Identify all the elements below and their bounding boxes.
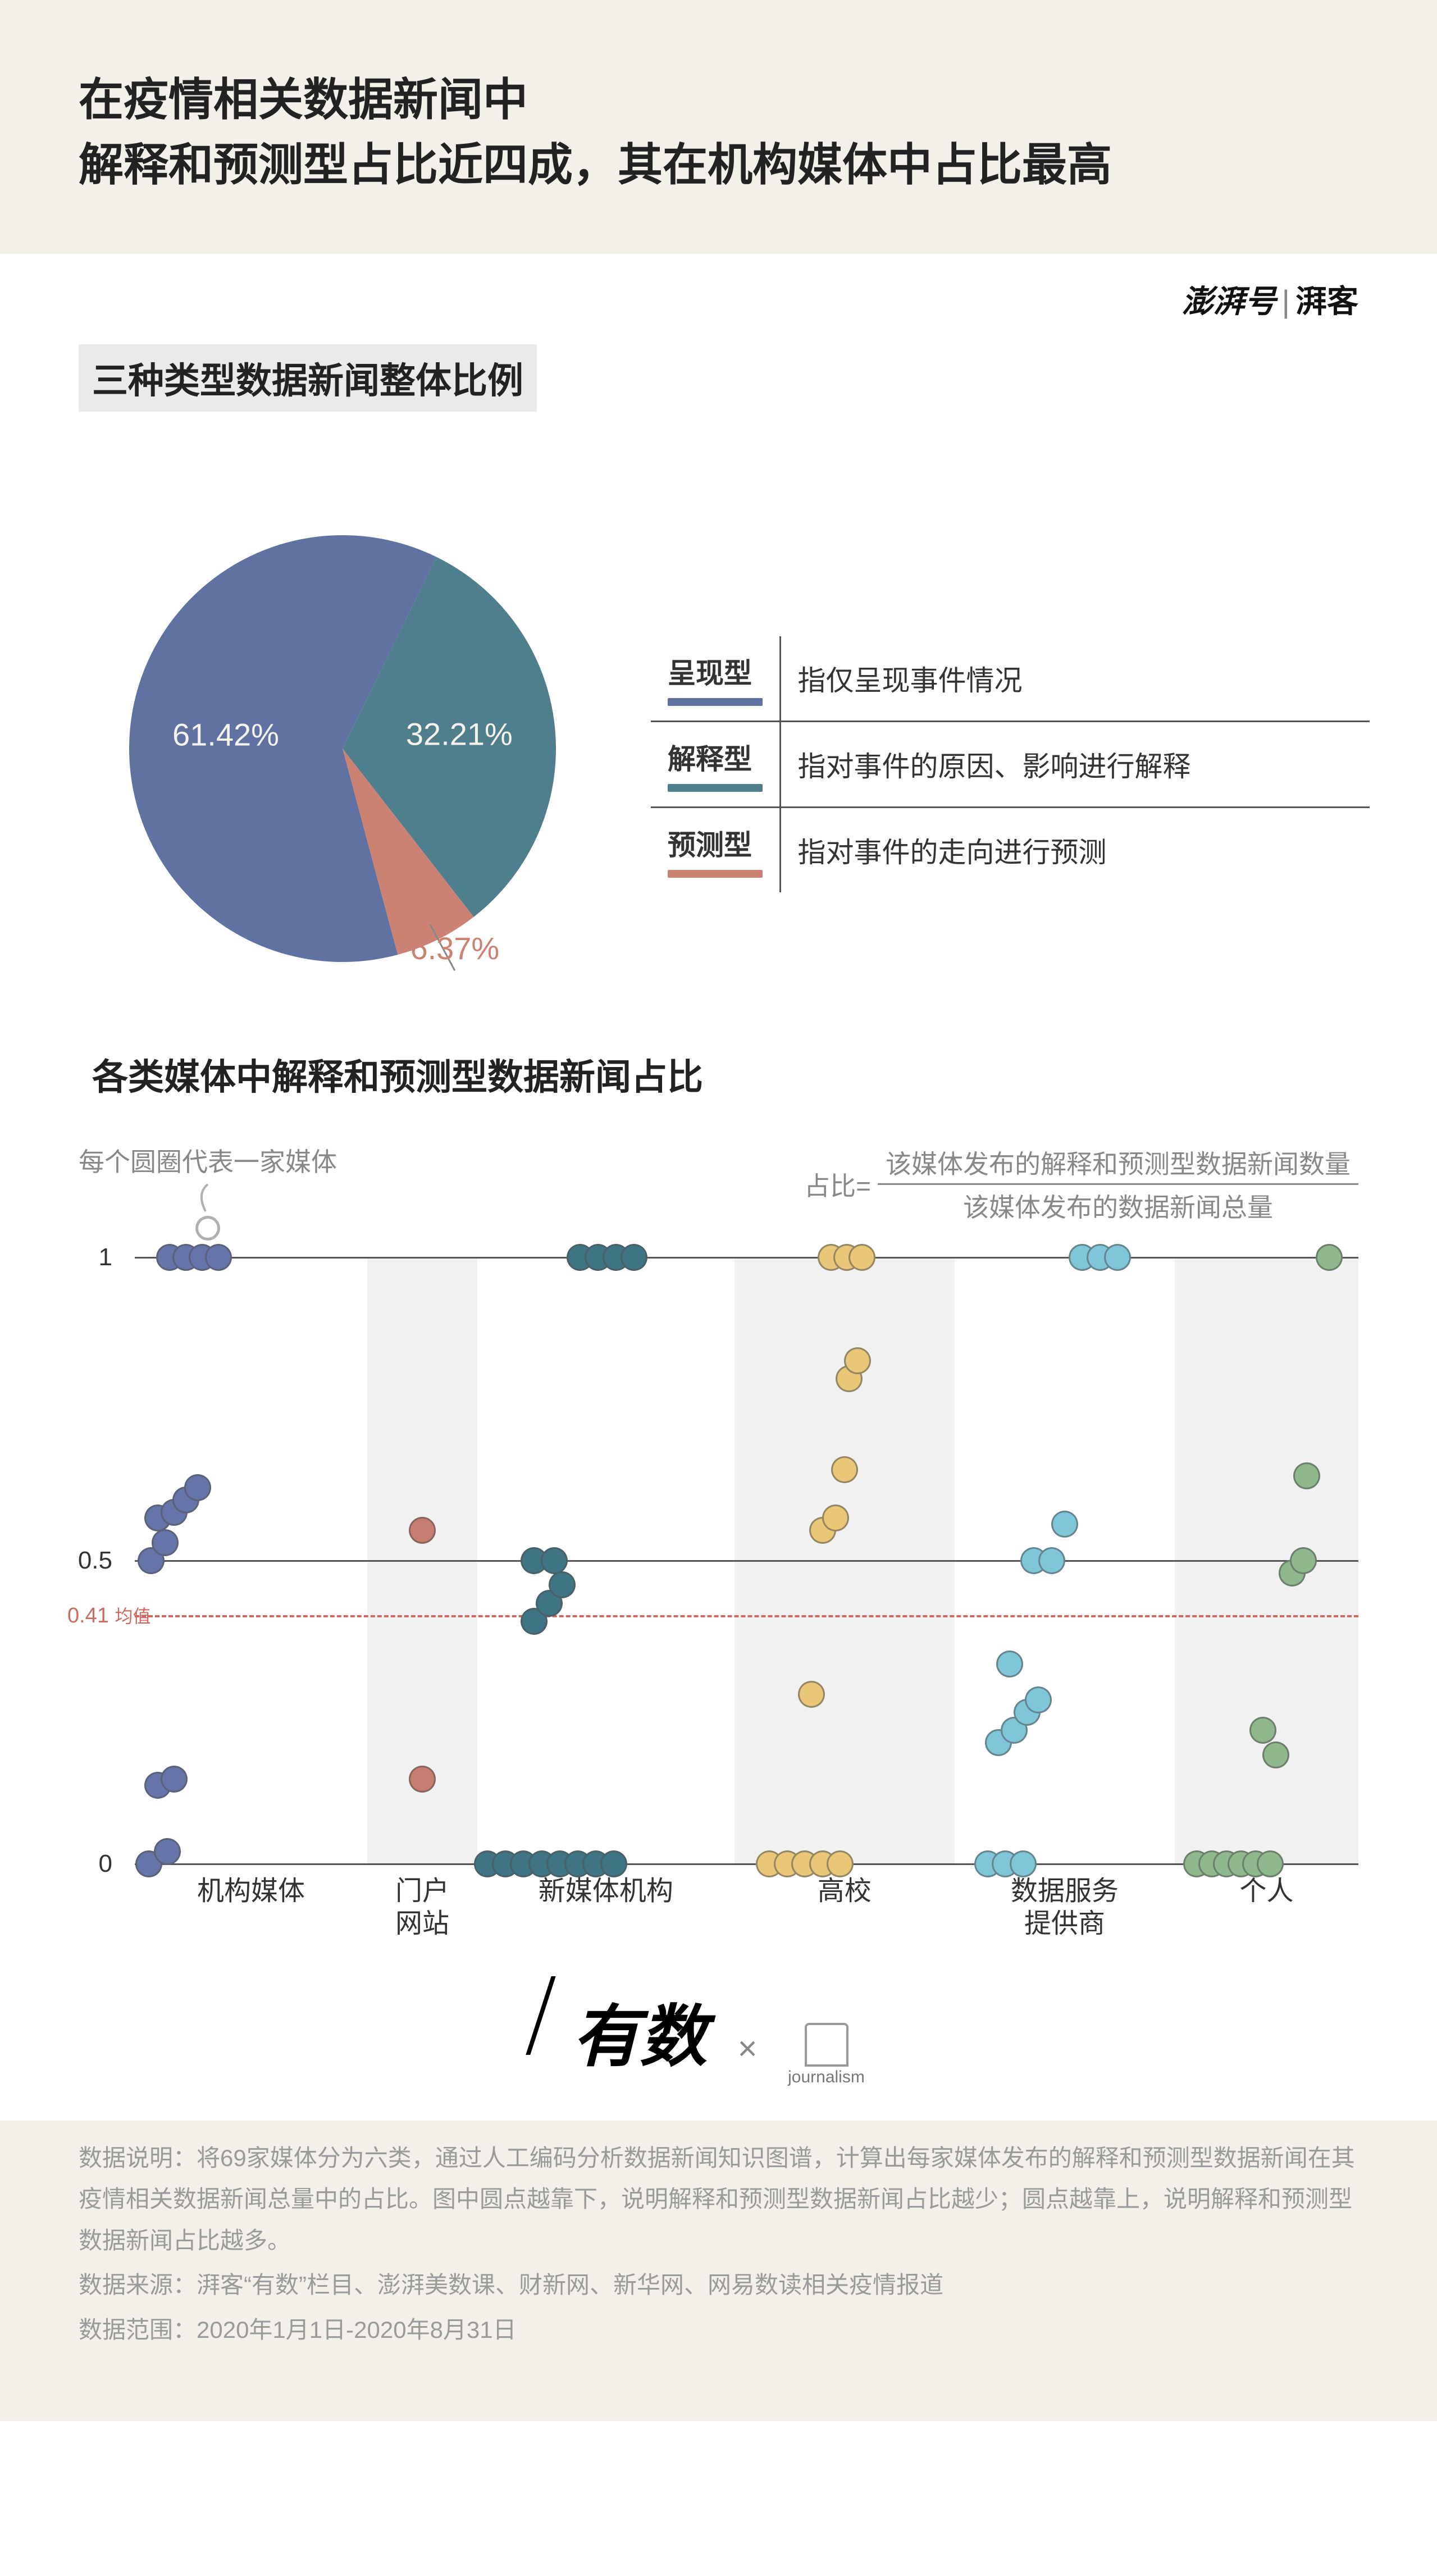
logo-separator: × <box>710 2030 786 2067</box>
title-line-2: 解释和预测型占比近四成，其在机构媒体中占比最高 <box>79 140 1112 190</box>
brand-secondary: 湃客 <box>1295 284 1358 319</box>
y-tick: 0.5 <box>78 1547 112 1575</box>
legend-desc: 指对事件的原因、影响进行解释 <box>780 722 1370 808</box>
legend-name: 呈现型 <box>651 636 780 722</box>
brand-bar: 澎湃号|湃客 <box>0 254 1437 333</box>
x-label: 高校 <box>818 1875 872 1908</box>
mean-line <box>135 1615 1358 1617</box>
scatter-plot: 00.51 0.41 均值 机构媒体门户 网站新媒体机构高校数据服务 提供商个人 <box>79 1257 1358 1931</box>
data-point <box>798 1681 825 1708</box>
y-tick: 0 <box>99 1850 112 1878</box>
data-point <box>1104 1244 1131 1271</box>
footer-note: 数据来源：湃客“有数”栏目、澎湃美数课、财新网、新华网、网易数读相关疫情报道 <box>79 2264 1358 2306</box>
footer-note: 数据说明：将69家媒体分为六类，通过人工编码分析数据新闻知识图谱，计算出每家媒体… <box>79 2137 1358 2262</box>
data-point <box>161 1766 188 1793</box>
data-point <box>1290 1547 1317 1574</box>
pie-chart-area: 61.42% 32.21% 6.37% 呈现型指仅呈现事件情况解释型指对事件的原因、… <box>0 434 1437 1029</box>
gridline <box>135 1863 1358 1865</box>
legend-name: 预测型 <box>651 808 780 893</box>
plot-region: 0.41 均值 <box>135 1257 1358 1864</box>
data-point <box>1293 1462 1320 1489</box>
annot-left-text: 每个圆圈代表一家媒体 <box>79 1142 337 1179</box>
data-point <box>409 1517 436 1544</box>
data-point <box>541 1547 568 1574</box>
pie-value-解释型: 32.21% <box>406 716 513 751</box>
annot-ratio-label: 占比= <box>804 1166 871 1203</box>
footer-note: 数据范围：2020年1月1日-2020年8月31日 <box>79 2309 1358 2351</box>
data-point <box>831 1456 858 1483</box>
scatter-annotation: 每个圆圈代表一家媒体 占比= 该媒体发布的解释和预测型数据新闻数量 该媒体发布的… <box>79 1142 1358 1241</box>
pie-value-呈现型: 61.42% <box>172 717 279 753</box>
pie-value-预测型: 6.37% <box>410 931 499 966</box>
data-point <box>154 1838 181 1865</box>
legend-desc: 指仅呈现事件情况 <box>780 636 1370 722</box>
brand-primary: 澎湃号 <box>1181 284 1276 319</box>
data-point <box>996 1651 1023 1677</box>
mean-label: 0.41 均值 <box>67 1602 151 1628</box>
data-point <box>848 1244 875 1271</box>
legend-desc: 指对事件的走向进行预测 <box>780 808 1370 893</box>
data-point <box>152 1529 179 1556</box>
x-label: 机构媒体 <box>197 1875 305 1908</box>
footer-notes: 数据说明：将69家媒体分为六类，通过人工编码分析数据新闻知识图谱，计算出每家媒体… <box>0 2121 1437 2422</box>
data-point <box>549 1571 576 1598</box>
data-point <box>184 1474 211 1501</box>
annot-circle-icon <box>195 1216 220 1241</box>
pie-chart: 61.42% 32.21% 6.37% <box>90 496 595 1001</box>
title-block: 在疫情相关数据新闻中 解释和预测型占比近四成，其在机构媒体中占比最高 <box>0 0 1437 254</box>
annot-denominator: 该媒体发布的数据新闻总量 <box>878 1185 1358 1227</box>
data-point <box>205 1244 232 1271</box>
data-point <box>1316 1244 1343 1271</box>
data-point <box>822 1504 849 1531</box>
logo-sub: journalism <box>788 2028 865 2087</box>
gridline <box>135 1560 1358 1562</box>
annot-numerator: 该媒体发布的解释和预测型数据新闻数量 <box>878 1142 1358 1185</box>
legend-name: 解释型 <box>651 722 780 808</box>
logo-main: 有数 <box>572 1982 707 2080</box>
pie-section-title: 三种类型数据新闻整体比例 <box>79 344 537 412</box>
gridline <box>135 1257 1358 1259</box>
scatter-section-title: 各类媒体中解释和预测型数据新闻占比 <box>79 1041 717 1108</box>
data-point <box>1262 1741 1289 1768</box>
footer-logo-block: 有数 × journalism <box>0 1931 1437 2121</box>
data-point <box>1025 1686 1052 1713</box>
y-tick: 1 <box>99 1243 112 1271</box>
x-label: 个人 <box>1240 1875 1294 1908</box>
data-point <box>1038 1547 1065 1574</box>
data-point <box>1249 1717 1276 1744</box>
x-label: 门户 网站 <box>395 1875 449 1940</box>
y-axis: 00.51 <box>79 1257 124 1864</box>
scatter-area: 每个圆圈代表一家媒体 占比= 该媒体发布的解释和预测型数据新闻数量 该媒体发布的… <box>79 1142 1358 1931</box>
pie-legend: 呈现型指仅呈现事件情况解释型指对事件的原因、影响进行解释预测型指对事件的走向进行… <box>651 636 1370 892</box>
data-point <box>621 1244 647 1271</box>
x-label: 数据服务 提供商 <box>1011 1875 1119 1940</box>
data-point <box>844 1347 871 1374</box>
title-line-1: 在疫情相关数据新闻中 <box>79 75 528 125</box>
data-point <box>1051 1511 1078 1538</box>
data-point <box>409 1766 436 1793</box>
x-axis-labels: 机构媒体门户 网站新媒体机构高校数据服务 提供商个人 <box>135 1870 1358 1931</box>
annot-pointer <box>191 1182 225 1216</box>
x-label: 新媒体机构 <box>539 1875 673 1908</box>
